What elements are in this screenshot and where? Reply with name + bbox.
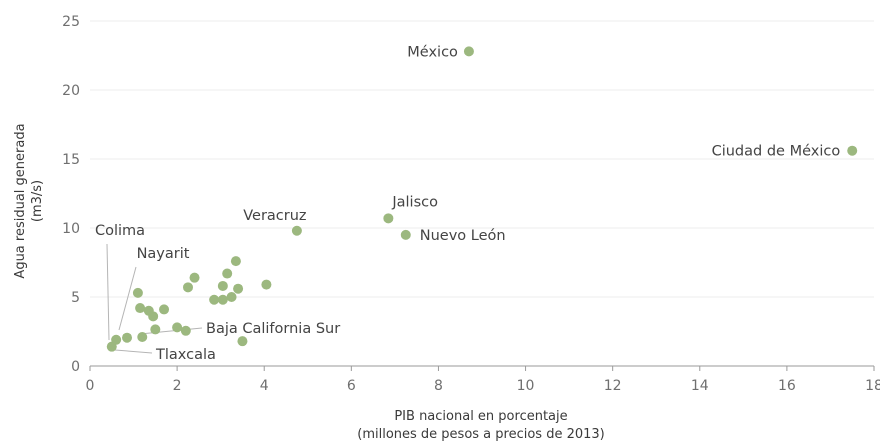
point-19 <box>209 294 220 305</box>
point-22 <box>222 268 233 279</box>
point-10 <box>135 303 146 314</box>
point-17 <box>183 282 193 293</box>
label-jalisco: Jalisco <box>391 194 438 210</box>
point-nayarit <box>122 332 133 343</box>
label-baja-california-sur: Baja California Sur <box>206 321 340 337</box>
leader-tlaxcala <box>114 349 153 354</box>
point-16 <box>180 325 191 336</box>
point-veracruz <box>291 225 302 236</box>
label-nayarit: Nayarit <box>137 246 190 262</box>
label-ciudad-de-mexico: Ciudad de México <box>712 144 841 160</box>
x-tick-label-4: 4 <box>260 378 269 394</box>
y-tick-label-0: 0 <box>71 359 80 375</box>
point-26 <box>261 279 272 290</box>
point-ciudad-de-mexico <box>847 145 858 156</box>
x-tick-label-6: 6 <box>347 378 356 394</box>
x-tick-label-0: 0 <box>86 378 95 394</box>
y-tick-label-10: 10 <box>62 221 80 237</box>
leader-lines <box>106 243 203 354</box>
y-tick-label-5: 5 <box>71 290 80 306</box>
point-labels: México Ciudad de México Jalisco Nuevo León V… <box>95 44 840 363</box>
point-25 <box>233 283 244 294</box>
point-23 <box>226 292 237 302</box>
data-points <box>106 46 858 352</box>
tick-labels: 0 5 10 15 20 25 0 2 4 6 8 10 12 14 16 18 <box>62 14 880 394</box>
point-13 <box>159 304 170 315</box>
point-20 <box>217 294 228 305</box>
point-15 <box>172 322 183 333</box>
y-axis-title-line-2: (m3/s) <box>30 180 45 222</box>
point-18 <box>189 272 200 283</box>
leader-nayarit <box>118 266 137 331</box>
x-tick-label-12: 12 <box>604 378 622 394</box>
x-axis-title-line-1: PIB nacional en porcentaje <box>394 409 567 424</box>
point-jalisco <box>383 213 394 224</box>
label-tlaxcala: Tlaxcala <box>155 347 216 363</box>
x-axis-title-line-2: (millones de pesos a precios de 2013) <box>357 427 605 442</box>
label-mexico: México <box>407 44 458 60</box>
point-12 <box>148 311 159 322</box>
y-axis-title: Agua residual generada (m3/s) <box>13 123 45 278</box>
y-tick-label-25: 25 <box>62 14 80 30</box>
point-21 <box>217 280 228 291</box>
point-nuevo-leon <box>400 229 411 240</box>
grid-lines <box>90 20 874 298</box>
point-24 <box>230 256 241 267</box>
label-nuevo-leon: Nuevo León <box>420 228 506 244</box>
y-tick-label-15: 15 <box>62 152 80 168</box>
label-veracruz: Veracruz <box>243 208 306 224</box>
x-tick-label-14: 14 <box>691 378 709 394</box>
x-tick-label-10: 10 <box>517 378 535 394</box>
x-tick-label-18: 18 <box>865 378 880 394</box>
point-baja-california-sur <box>111 334 122 345</box>
y-axis-title-line-1: Agua residual generada <box>13 123 28 278</box>
point-mexico <box>463 46 474 57</box>
x-tick-label-8: 8 <box>434 378 443 394</box>
leader-colima <box>106 243 110 341</box>
point-9 <box>132 287 143 298</box>
x-tick-label-2: 2 <box>173 378 182 394</box>
point-14 <box>150 324 161 335</box>
y-tick-label-20: 20 <box>62 83 80 99</box>
label-colima: Colima <box>95 223 145 239</box>
leader-baja-california-sur <box>139 327 203 335</box>
x-tick-label-16: 16 <box>778 378 796 394</box>
point-27 <box>237 336 248 347</box>
point-tlaxcala <box>137 332 148 343</box>
